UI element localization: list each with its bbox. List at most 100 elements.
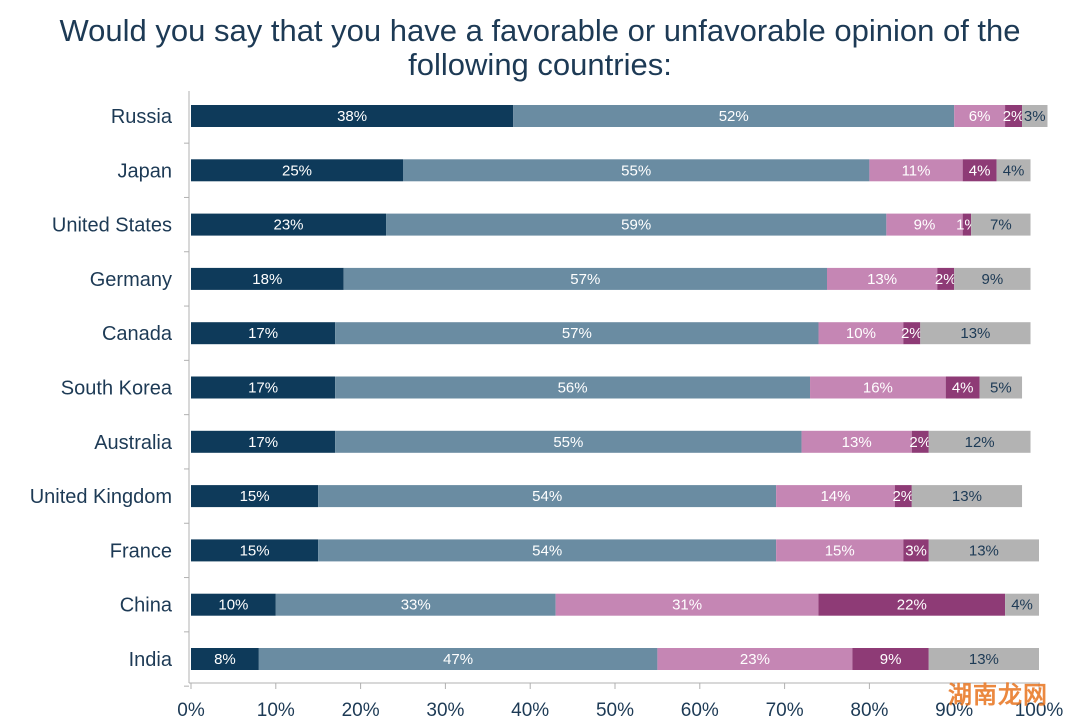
bar-segment [928, 539, 1039, 562]
x-tick-label: 20% [342, 700, 380, 721]
data-label: 31% [672, 597, 702, 614]
data-label: 59% [621, 217, 651, 234]
data-label: 2% [892, 488, 914, 505]
bar-segment [979, 376, 1023, 399]
bar-segment [801, 430, 912, 453]
x-tick-label: 60% [681, 700, 719, 721]
category-label: France [110, 540, 172, 562]
x-tick-label: 0% [177, 700, 205, 721]
data-label: 5% [990, 380, 1012, 397]
data-label: 3% [1024, 108, 1046, 125]
data-label: 6% [969, 108, 991, 125]
data-label: 56% [558, 380, 588, 397]
bar-segment [937, 267, 955, 290]
bar-segment [258, 648, 658, 670]
data-label: 9% [880, 651, 902, 668]
data-label: 4% [969, 162, 991, 179]
data-label: 2% [901, 325, 923, 342]
bar-segment [818, 322, 904, 345]
data-label: 23% [274, 217, 304, 234]
bar-segment [962, 159, 997, 182]
bar-segment [191, 430, 336, 453]
bar-segment [403, 159, 870, 182]
category-label: China [120, 595, 173, 617]
data-label: 22% [897, 597, 927, 614]
data-label: 2% [935, 271, 957, 288]
data-label: 16% [863, 380, 893, 397]
data-label: 18% [252, 271, 282, 288]
data-label: 9% [914, 217, 936, 234]
data-label: 3% [905, 542, 927, 559]
x-axis-ticks: 0% 10% 20% 30% 40% 50% 60% 70% 80% 90% 100% [177, 683, 1063, 721]
category-label: Germany [90, 269, 172, 291]
data-label: 13% [952, 488, 982, 505]
data-label: 17% [248, 434, 278, 451]
category-label: India [129, 649, 173, 671]
bar-segment [903, 322, 921, 345]
bar-segment [335, 322, 819, 345]
bar-segment [928, 430, 1031, 453]
x-tick-label: 50% [596, 700, 634, 721]
bar-segment [191, 267, 344, 290]
data-label: 15% [240, 488, 270, 505]
data-label: 2% [1003, 108, 1025, 125]
bar-segment [191, 213, 387, 236]
bar-segment [318, 485, 777, 508]
data-label: 15% [240, 542, 270, 559]
x-tick-label: 80% [850, 700, 888, 721]
data-label: 13% [960, 325, 990, 342]
data-label: 4% [1011, 597, 1033, 614]
category-label: Australia [94, 432, 173, 454]
category-label: South Korea [61, 378, 173, 400]
bar-segment [555, 593, 819, 616]
category-label: Japan [118, 160, 173, 182]
bar-segment [954, 105, 1006, 127]
bar-segment [903, 539, 929, 562]
bar-segment [996, 159, 1031, 182]
data-label: 14% [820, 488, 850, 505]
bar-segment [886, 213, 963, 236]
data-label: 25% [282, 162, 312, 179]
category-labels: Russia Japan United States Germany Canada Sou… [30, 106, 189, 687]
data-label: 17% [248, 380, 278, 397]
bar-segment [911, 485, 1023, 508]
bar-segment [191, 322, 336, 345]
data-label: 4% [1003, 162, 1025, 179]
bar-segment [191, 159, 403, 182]
bar-segment [657, 648, 853, 670]
x-tick-label: 100% [1015, 700, 1064, 721]
bar-segment [1022, 105, 1048, 127]
watermark: 湖南龙网 [948, 682, 1048, 709]
bar-segment [810, 376, 946, 399]
bar-segment [920, 322, 1031, 345]
data-label: 54% [532, 488, 562, 505]
data-label: 10% [218, 597, 248, 614]
bar-segment [954, 267, 1031, 290]
bar-segment [962, 213, 972, 236]
data-label: 13% [969, 542, 999, 559]
bar-segment [275, 593, 556, 616]
bar-segment [894, 485, 912, 508]
data-label: 8% [214, 651, 236, 668]
data-label: 17% [248, 325, 278, 342]
x-tick-label: 40% [511, 700, 549, 721]
bar-segment [971, 213, 1031, 236]
bar-segment [191, 593, 276, 616]
bar-segment [513, 105, 955, 127]
bar-segment [191, 485, 319, 508]
bar-segment [386, 213, 887, 236]
data-label: 13% [842, 434, 872, 451]
data-label: 57% [562, 325, 592, 342]
data-label: 2% [909, 434, 931, 451]
data-label: 15% [825, 542, 855, 559]
data-label: 54% [532, 542, 562, 559]
chart-title: Would you say that you have a favorable … [59, 13, 1021, 82]
x-tick-label: 70% [766, 700, 804, 721]
data-label: 12% [965, 434, 995, 451]
x-tick-label: 10% [257, 700, 295, 721]
data-label: 57% [570, 271, 600, 288]
bar-segment [191, 539, 319, 562]
bar-segment [869, 159, 963, 182]
data-label: 47% [443, 651, 473, 668]
